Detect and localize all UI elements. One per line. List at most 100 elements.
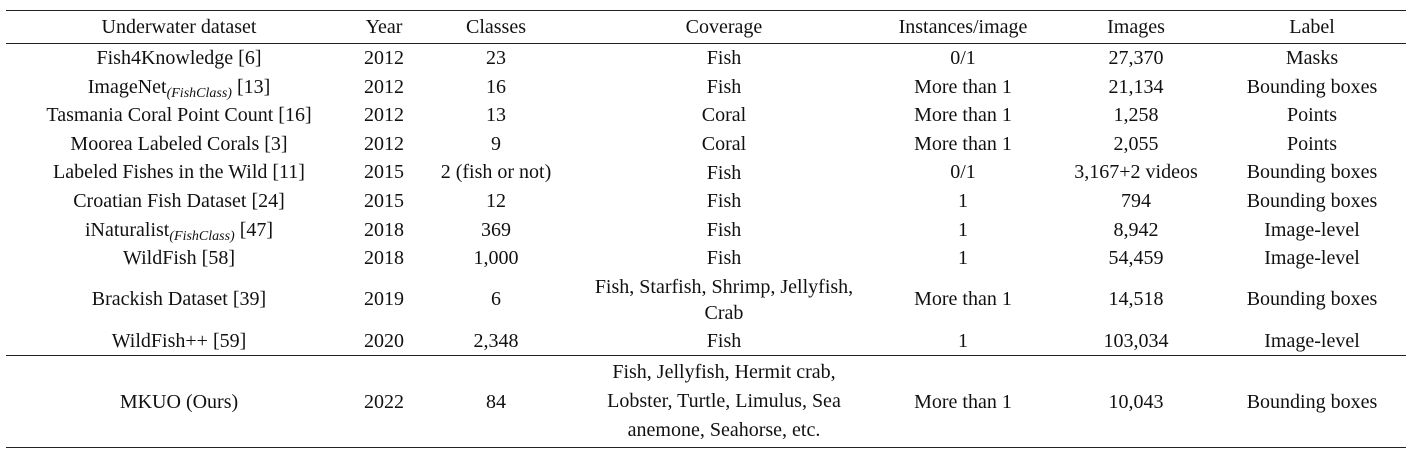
table-cell: 13 — [486, 104, 506, 127]
table-cell: 2,055 — [1113, 132, 1159, 155]
table-cell: 9 — [491, 132, 501, 155]
table-cell: 10,043 — [1054, 355, 1218, 449]
dataset-name-cell: Fish4Knowledge [6] — [6, 44, 352, 73]
table-row: Labeled Fishes in the Wild [11] 2015 2 (fi… — [6, 158, 1406, 187]
table-cell: Fish — [706, 161, 742, 184]
table-cell: More than 1 — [914, 288, 1012, 311]
table-cell: 0/1 — [950, 47, 976, 69]
table-row: Tasmania Coral Point Count [16] 2012 13 Cor… — [6, 101, 1406, 130]
table-row: ImageNet(FishClass) [13] 2012 16 Fish More t… — [6, 73, 1406, 102]
dataset-subscript: (FishClass) — [166, 85, 232, 101]
dataset-name-cell: iNaturalist(FishClass) [47] — [6, 216, 352, 245]
table-cell: Points — [1286, 132, 1338, 155]
header-cell: Year — [352, 10, 416, 44]
table-row: Brackish Dataset [39] 2019 6 Fish, Starfish… — [6, 273, 1406, 327]
table-cell: 2012 — [364, 104, 404, 127]
table-cell: 84 — [416, 355, 576, 449]
dataset-name-cell: Brackish Dataset [39] — [6, 273, 352, 327]
dataset-name: Moorea Labeled Corals [3] — [70, 132, 288, 155]
dataset-name: Brackish Dataset [39] — [91, 288, 267, 311]
dataset-name: ImageNet — [87, 75, 167, 98]
table-cell: Fish — [706, 218, 742, 241]
table-cell: 3,167+2 videos — [1074, 161, 1198, 184]
table-cell: Image-level — [1264, 329, 1360, 352]
header-cell: Images — [1054, 10, 1218, 44]
table-cell: 2019 — [364, 288, 404, 311]
table-cell: Fish — [706, 75, 742, 98]
dataset-table: Underwater dataset Year Classes Coverage Ins… — [6, 10, 1406, 449]
table-cell: 1,258 — [1113, 104, 1159, 127]
header-cell: Coverage — [576, 10, 872, 44]
table-cell: 23 — [486, 47, 506, 69]
table-cell: 2,348 — [473, 329, 519, 352]
table-cell: 21,134 — [1108, 75, 1164, 98]
dataset-name-cell: Moorea Labeled Corals [3] — [6, 130, 352, 159]
dataset-name: Croatian Fish Dataset [24] — [73, 189, 285, 212]
table-cell: Bounding boxes — [1218, 355, 1406, 449]
dataset-name: WildFish [58] — [123, 247, 235, 270]
dataset-name: MKUO (Ours) — [119, 390, 239, 413]
table-cell: Fish, Jellyfish, Hermit crab, Lobster, T… — [576, 355, 872, 449]
table-cell: 14,518 — [1108, 288, 1164, 311]
table-cell: 2018 — [364, 247, 404, 270]
table-cell: 2012 — [364, 75, 404, 98]
table-cell: Bounding boxes — [1246, 161, 1378, 184]
dataset-ref: [47] — [239, 218, 274, 241]
table-cell: 8,942 — [1113, 218, 1159, 241]
header-cell: Classes — [416, 10, 576, 44]
table-cell: 2015 — [364, 189, 404, 212]
dataset-name-cell: Tasmania Coral Point Count [16] — [6, 101, 352, 130]
table-cell: Bounding boxes — [1246, 189, 1378, 212]
table-row: WildFish [58] 2018 1,000 Fish 1 54,459 Image-l… — [6, 244, 1406, 273]
dataset-name-cell: Labeled Fishes in the Wild [11] — [6, 158, 352, 187]
dataset-name-cell: WildFish [58] — [6, 244, 352, 273]
dataset-subscript: (FishClass) — [169, 228, 235, 244]
table-cell: 1 — [958, 329, 968, 352]
table-cell: 1 — [958, 218, 968, 241]
table-cell: 27,370 — [1108, 47, 1164, 69]
table-cell: 16 — [486, 75, 506, 98]
table-cell: Bounding boxes — [1246, 75, 1378, 98]
table-cell: 6 — [491, 288, 501, 311]
dataset-name: Fish4Knowledge [6] — [96, 47, 262, 69]
header-cell: Underwater dataset — [6, 10, 352, 44]
dataset-name: Tasmania Coral Point Count [16] — [46, 104, 312, 127]
table-row: iNaturalist(FishClass) [47] 2018 369 Fish 1 8… — [6, 216, 1406, 245]
table-cell: Image-level — [1264, 247, 1360, 270]
table-row: WildFish++ [59] 2020 2,348 Fish 1 103,034 Imag… — [6, 327, 1406, 356]
table-cell: 2022 — [352, 355, 416, 449]
table-cell: Points — [1286, 104, 1338, 127]
table-cell: Coral — [701, 133, 747, 156]
dataset-name: WildFish++ [59] — [111, 329, 247, 352]
table-cell: 2012 — [364, 132, 404, 155]
dataset-name-cell: ImageNet(FishClass) [13] — [6, 73, 352, 102]
table-row: Fish4Knowledge [6] 2012 23 Fish 0/1 27,370 Mas… — [6, 44, 1406, 73]
header-cell: Instances/image — [872, 10, 1054, 44]
table-cell: 0/1 — [950, 161, 976, 184]
table-cell: Bounding boxes — [1246, 288, 1378, 311]
dataset-name: iNaturalist — [84, 218, 170, 241]
table-cell: Masks — [1285, 47, 1339, 69]
table-cell: 1 — [958, 247, 968, 270]
table-cell: 103,034 — [1103, 329, 1169, 352]
table-row: MKUO (Ours) 2022 84 Fish, Jellyfish, Hermit… — [6, 355, 1406, 449]
table-cell: More than 1 — [872, 355, 1054, 449]
table-row: Moorea Labeled Corals [3] 2012 9 Coral More … — [6, 130, 1406, 159]
table-cell: Fish — [706, 247, 742, 270]
table-cell: Coral — [701, 104, 747, 127]
table-cell: Fish — [706, 47, 742, 70]
table-cell: Fish — [706, 190, 742, 213]
table-cell: 1,000 — [473, 247, 519, 270]
table-cell: 2012 — [364, 47, 404, 69]
dataset-name-cell: MKUO (Ours) — [6, 355, 352, 449]
table-cell: 2015 — [364, 161, 404, 184]
table-cell: 794 — [1121, 189, 1151, 212]
table-cell: 2 (fish or not) — [440, 161, 552, 184]
dataset-name-cell: Croatian Fish Dataset [24] — [6, 187, 352, 216]
table-cell: 369 — [481, 218, 511, 241]
table-cell: 12 — [486, 189, 506, 212]
table-cell: Image-level — [1264, 218, 1360, 241]
header-row: Underwater dataset Year Classes Coverage Ins… — [6, 10, 1406, 44]
table-body: Fish4Knowledge [6] 2012 23 Fish 0/1 27,370 Mas… — [6, 44, 1406, 449]
